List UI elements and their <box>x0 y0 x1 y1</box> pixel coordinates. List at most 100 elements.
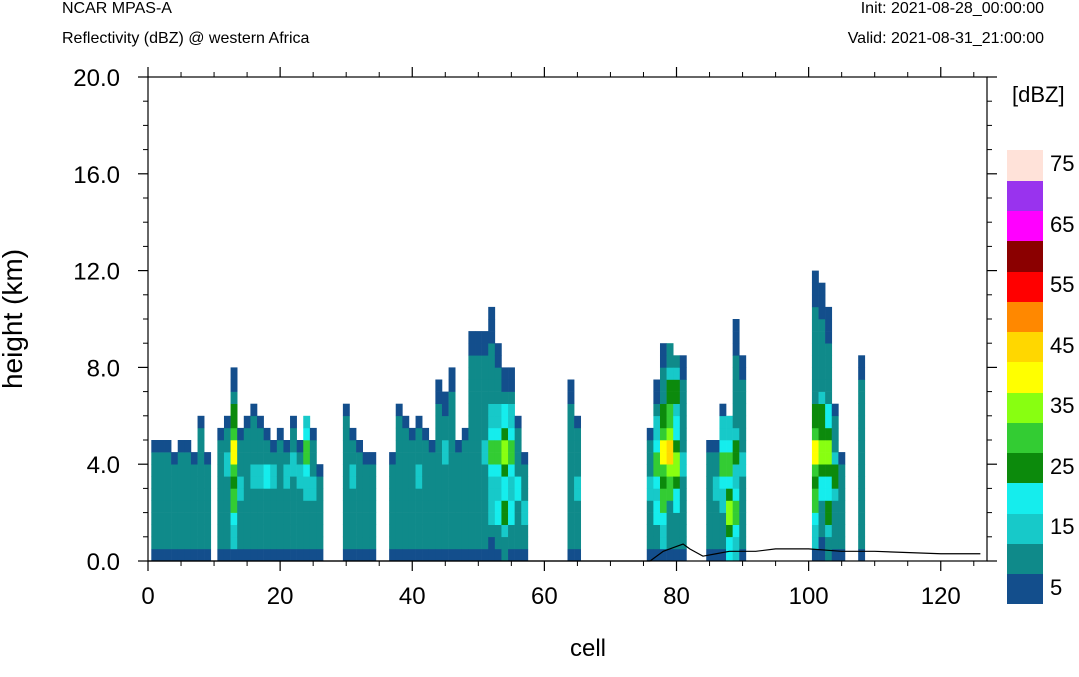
reflectivity-cell <box>441 427 449 441</box>
reflectivity-cell <box>653 464 661 477</box>
reflectivity-cell <box>217 427 225 441</box>
reflectivity-cell <box>818 476 826 489</box>
reflectivity-cell <box>435 548 443 562</box>
reflectivity-cell <box>646 452 654 465</box>
reflectivity-cell <box>151 500 159 513</box>
y-tick-label: 8.0 <box>87 355 120 382</box>
reflectivity-cell <box>494 440 502 453</box>
reflectivity-cell <box>184 548 192 562</box>
reflectivity-cell <box>408 452 416 465</box>
reflectivity-cell <box>567 476 575 489</box>
reflectivity-cell <box>257 415 264 429</box>
reflectivity-cell <box>858 548 866 562</box>
reflectivity-cell <box>190 452 198 465</box>
reflectivity-cell <box>726 464 733 477</box>
reflectivity-cell <box>217 500 225 513</box>
reflectivity-cell <box>204 488 212 501</box>
reflectivity-cell <box>316 464 324 477</box>
reflectivity-cell <box>316 512 324 525</box>
reflectivity-cell <box>290 427 297 441</box>
reflectivity-cell <box>494 355 502 368</box>
reflectivity-cell <box>508 476 515 489</box>
reflectivity-cell <box>712 476 720 489</box>
reflectivity-cell <box>567 500 575 513</box>
reflectivity-cell <box>825 403 833 417</box>
reflectivity-cell <box>197 440 205 453</box>
reflectivity-column <box>825 306 833 562</box>
reflectivity-cell <box>283 536 291 550</box>
reflectivity-cell <box>257 500 264 513</box>
reflectivity-cell <box>739 427 747 441</box>
reflectivity-cell <box>257 440 264 453</box>
reflectivity-cell <box>653 440 661 453</box>
reflectivity-column <box>296 440 304 562</box>
reflectivity-cell <box>441 548 449 562</box>
reflectivity-cell <box>567 452 575 465</box>
reflectivity-cell <box>151 464 159 477</box>
reflectivity-cell <box>448 488 456 501</box>
reflectivity-cell <box>831 464 839 477</box>
reflectivity-cell <box>283 524 291 538</box>
reflectivity-cell <box>415 440 423 453</box>
reflectivity-cell <box>679 403 687 417</box>
reflectivity-cell <box>309 452 317 465</box>
reflectivity-cell <box>501 403 509 417</box>
reflectivity-cell <box>679 367 687 380</box>
reflectivity-cell <box>303 415 311 429</box>
reflectivity-cell <box>316 524 324 538</box>
reflectivity-cell <box>732 452 740 465</box>
reflectivity-column <box>415 415 423 562</box>
reflectivity-cell <box>230 548 238 562</box>
reflectivity-cell <box>257 452 264 465</box>
reflectivity-cell <box>164 476 172 489</box>
reflectivity-cell <box>825 379 833 392</box>
reflectivity-cell <box>441 452 449 465</box>
reflectivity-cell <box>237 476 245 489</box>
reflectivity-cell <box>468 367 476 380</box>
reflectivity-cell <box>270 512 278 525</box>
reflectivity-cell <box>653 476 661 489</box>
reflectivity-cell <box>164 524 172 538</box>
reflectivity-cell <box>395 512 403 525</box>
reflectivity-cell <box>435 403 443 417</box>
reflectivity-column <box>673 355 681 562</box>
reflectivity-cell <box>157 512 165 525</box>
reflectivity-cell <box>719 524 727 538</box>
reflectivity-cell <box>250 403 258 417</box>
reflectivity-cell <box>811 355 819 368</box>
reflectivity-column <box>395 403 403 562</box>
reflectivity-cell <box>811 512 819 525</box>
reflectivity-cell <box>488 476 496 489</box>
reflectivity-cell <box>296 476 304 489</box>
reflectivity-column <box>171 452 179 562</box>
reflectivity-cell <box>270 524 278 538</box>
reflectivity-cell <box>177 524 185 538</box>
reflectivity-cell <box>475 427 482 441</box>
reflectivity-cell <box>508 500 515 513</box>
reflectivity-cell <box>726 488 733 501</box>
reflectivity-cell <box>237 464 245 477</box>
reflectivity-cell <box>508 391 515 404</box>
reflectivity-cell <box>356 440 364 453</box>
reflectivity-cell <box>494 379 502 392</box>
reflectivity-cell <box>811 282 819 296</box>
reflectivity-cell <box>673 512 681 525</box>
reflectivity-cell <box>521 488 529 501</box>
reflectivity-cell <box>190 500 198 513</box>
reflectivity-column <box>223 415 231 562</box>
reflectivity-cell <box>448 440 456 453</box>
reflectivity-cell <box>666 403 674 417</box>
reflectivity-cell <box>726 536 733 550</box>
reflectivity-cell <box>349 427 357 441</box>
reflectivity-cell <box>739 440 747 453</box>
reflectivity-cell <box>739 452 747 465</box>
reflectivity-column <box>422 427 430 562</box>
reflectivity-cell <box>574 536 582 550</box>
reflectivity-cell <box>831 427 839 441</box>
reflectivity-cell <box>468 415 476 429</box>
reflectivity-cell <box>726 548 733 562</box>
reflectivity-cell <box>475 355 482 368</box>
reflectivity-cell <box>395 476 403 489</box>
y-tick-label: 4.0 <box>87 452 120 479</box>
reflectivity-cell <box>488 379 496 392</box>
